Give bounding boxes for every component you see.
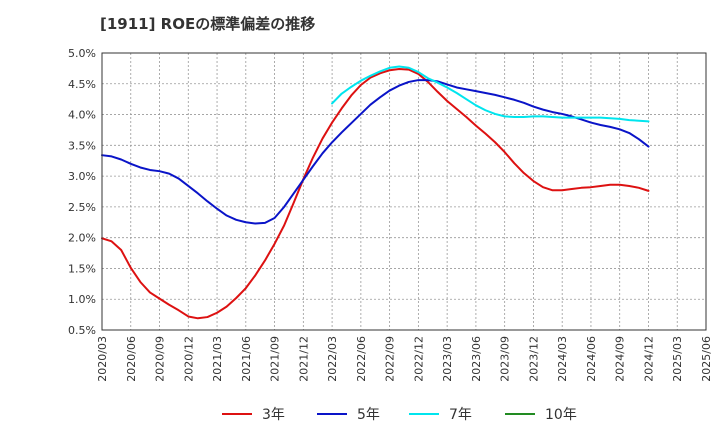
y-tick-label: 2.5%: [68, 201, 96, 214]
x-tick-label: 2024/09: [614, 336, 627, 382]
plot-frame: [101, 52, 707, 331]
x-tick-label: 2023/03: [441, 336, 454, 382]
series-lines: [101, 65, 650, 320]
x-tick-label: 2021/03: [211, 336, 224, 382]
x-tick-label: 2024/03: [556, 336, 569, 382]
legend-label-4: 10年: [545, 407, 577, 423]
x-tick-label: 2022/09: [384, 336, 397, 382]
y-tick-label: 1.0%: [68, 293, 96, 306]
y-tick-label: 2.0%: [68, 232, 96, 245]
y-tick-label: 1.5%: [68, 262, 96, 275]
x-tick-label: 2025/03: [671, 336, 684, 382]
x-tick-label: 2025/06: [700, 336, 713, 382]
x-tick-label: 2023/06: [470, 336, 483, 382]
x-tick-label: 2022/03: [326, 336, 339, 382]
y-tick-label: 3.5%: [68, 139, 96, 152]
x-axis: 2020/03 2020/06 2020/09 2020/12 2021/03 2021/…: [96, 336, 713, 382]
x-tick-label: 2024/06: [585, 336, 598, 382]
legend-label-2: 5年: [357, 407, 380, 423]
series-line-2: [101, 79, 650, 225]
series-line-1: [101, 68, 650, 320]
y-axis: 0.5% 1.0% 1.5% 2.0% 2.5% 3.0% 3.5% 4.0% 4.5% 5.0%: [68, 47, 96, 337]
legend: 3年 5年 7年 10年: [222, 407, 577, 423]
y-tick-label: 4.5%: [68, 78, 96, 91]
x-tick-label: 2020/09: [154, 336, 167, 382]
x-tick-label: 2023/09: [499, 336, 512, 382]
y-tick-label: 3.0%: [68, 170, 96, 183]
x-tick-label: 2021/12: [297, 336, 310, 382]
x-tick-label: 2020/06: [125, 336, 138, 382]
legend-label-3: 7年: [449, 407, 472, 423]
y-tick-label: 0.5%: [68, 324, 96, 337]
legend-label-1: 3年: [262, 407, 285, 423]
x-tick-label: 2020/12: [182, 336, 195, 382]
chart-title: [1911] ROEの標準偏差の推移: [100, 15, 315, 33]
x-tick-label: 2021/09: [269, 336, 282, 382]
y-tick-label: 4.0%: [68, 109, 96, 122]
plot-area: [102, 53, 706, 330]
x-tick-label: 2022/12: [412, 336, 425, 382]
y-tick-label: 5.0%: [68, 47, 96, 60]
series-line-3: [331, 65, 650, 123]
x-tick-label: 2024/12: [642, 336, 655, 382]
x-tick-label: 2020/03: [96, 336, 109, 382]
x-tick-label: 2023/12: [527, 336, 540, 382]
x-tick-label: 2022/06: [355, 336, 368, 382]
x-tick-label: 2021/06: [240, 336, 253, 382]
